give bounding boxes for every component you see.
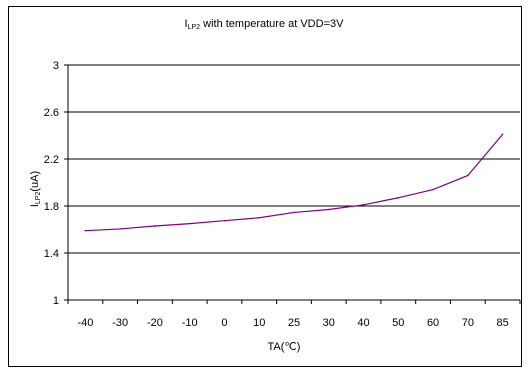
x-axis-ticks: -40 -30 -20 -10 0 10 25 30 40 50 60 70 85 [67,300,521,329]
x-axis-title: TA(℃) [268,341,301,353]
x-tick-label: 30 [323,317,335,329]
x-tick-label: 60 [427,317,439,329]
series-group [84,133,504,232]
y-tick-label: 1.8 [44,201,59,213]
x-tick-label: -30 [112,317,128,329]
data-point [154,225,156,227]
data-point [119,228,121,230]
x-tick-label: -20 [147,317,163,329]
chart-title: ILP2 with temperature at VDD=3V [185,18,345,31]
x-tick-label: 10 [253,317,265,329]
y-axis-title: ILP2(uA) [29,171,42,207]
x-tick-label: 85 [496,317,508,329]
chart-frame [8,6,522,367]
y-tick-label: 1.4 [44,248,59,260]
x-tick-label: 40 [357,317,369,329]
y-tick-label: 2.2 [44,154,59,166]
data-point [362,204,365,206]
data-point [467,174,469,177]
x-tick-label: -40 [77,317,93,329]
data-point [188,222,191,225]
x-tick-label: 50 [392,317,404,329]
series-line [85,133,504,232]
data-point [432,188,434,191]
data-point [501,133,504,136]
y-tick-label: 1 [53,295,59,307]
data-point [84,229,87,232]
y-tick-label: 2.6 [44,107,59,119]
x-tick-label: 25 [288,317,300,329]
x-tick-label: 70 [462,317,474,329]
data-point [327,208,330,211]
data-point [397,196,400,199]
y-axis-ticks: 1 1.4 1.8 2.2 2.6 3 [44,60,68,307]
gridlines [68,64,520,254]
y-tick-label: 3 [53,60,59,72]
x-tick-label: 0 [221,317,227,329]
data-point [258,216,261,219]
data-point [293,211,295,214]
data-point [223,219,226,222]
x-tick-label: -10 [182,317,198,329]
